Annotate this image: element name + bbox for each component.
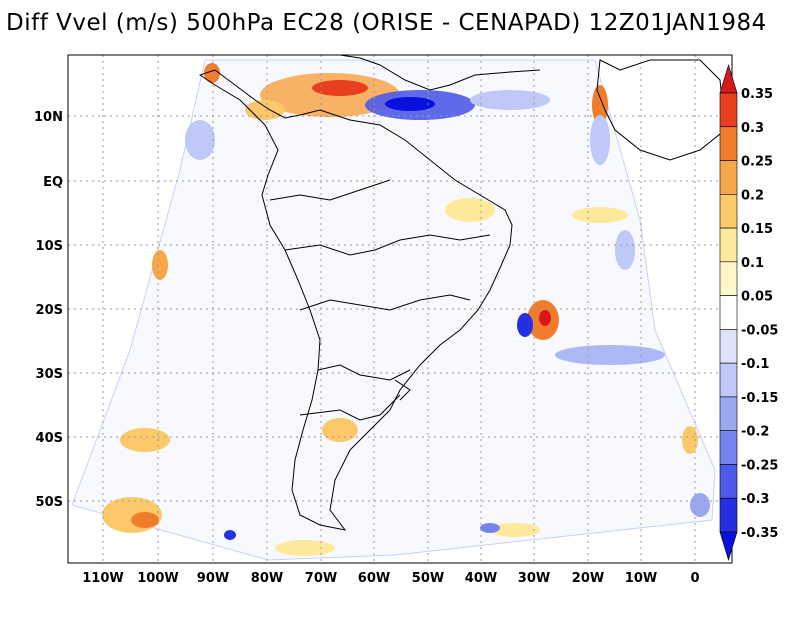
lon-label-100w: 100W [137,571,178,586]
lon-label-60w: 60W [358,571,390,586]
lat-label-30s: 30S [36,367,63,382]
lat-label-eq: EQ [43,175,63,190]
colorbar-bin-6 [719,261,738,296]
map-title: Diff Vvel (m/s) 500hPa EC28 (ORISE - CEN… [6,10,767,36]
colorbar-label-4: 0.15 [741,222,773,237]
lon-label-0: 0 [690,571,699,586]
colorbar-label-12: -0.3 [741,492,769,507]
colorbar-label-0: 0.35 [741,87,773,102]
colorbar-label-11: -0.25 [741,458,778,473]
lat-label-40s: 40S [36,431,63,446]
colorbar-bin-12 [719,464,738,499]
colorbar-label-13: -0.35 [741,526,778,541]
coastlines [198,54,726,531]
colorbar-bin-4 [719,194,738,229]
colorbar-bin-2 [719,126,738,161]
colorbar-label-5: 0.1 [741,256,764,271]
latitude-labels: 10N EQ 10S 20S 30S 40S 50S [34,110,63,510]
lat-label-10n: 10N [34,110,63,125]
colorbar-bin-11 [719,430,738,465]
lon-label-70w: 70W [305,571,337,586]
lon-label-110w: 110W [82,571,123,586]
colorbar-label-9: -0.15 [741,391,778,406]
colorbar-label-3: 0.2 [741,188,764,203]
colorbar-bin-14 [719,531,738,562]
colorbar: 0.35 0.3 0.25 0.2 0.15 0.1 0.05 -0.05 -0.1 -0.15 -… [719,63,778,562]
colorbar-bin-3 [719,160,738,195]
colorbar-label-1: 0.3 [741,121,764,136]
lat-label-50s: 50S [36,495,63,510]
lon-label-20w: 20W [572,571,604,586]
colorbar-bin-9 [719,362,738,398]
lon-label-30w: 30W [518,571,550,586]
colorbar-label-6: 0.05 [741,290,773,305]
grid-lines [68,55,732,563]
colorbar-label-10: -0.2 [741,425,769,440]
colorbar-bin-5 [719,227,738,263]
longitude-labels: 110W 100W 90W 80W 70W 60W 50W 40W 30W 20… [82,571,699,586]
lat-label-10s: 10S [36,239,63,254]
colorbar-bin-1 [719,92,738,128]
colorbar-bin-13 [719,497,738,533]
colorbar-label-2: 0.25 [741,155,773,170]
negative-anomalies [185,90,710,540]
colorbar-bin-7 [719,295,738,330]
colorbar-bin-8 [719,329,738,364]
lon-label-10w: 10W [625,571,657,586]
lon-label-90w: 90W [197,571,229,586]
colorbar-bin-10 [719,396,738,431]
lon-label-40w: 40W [465,571,497,586]
lon-label-80w: 80W [251,571,283,586]
colorbar-label-7: -0.05 [741,323,778,338]
lon-label-50w: 50W [412,571,444,586]
lat-label-20s: 20S [36,303,63,318]
model-domain [71,59,716,561]
colorbar-label-8: -0.1 [741,357,769,372]
